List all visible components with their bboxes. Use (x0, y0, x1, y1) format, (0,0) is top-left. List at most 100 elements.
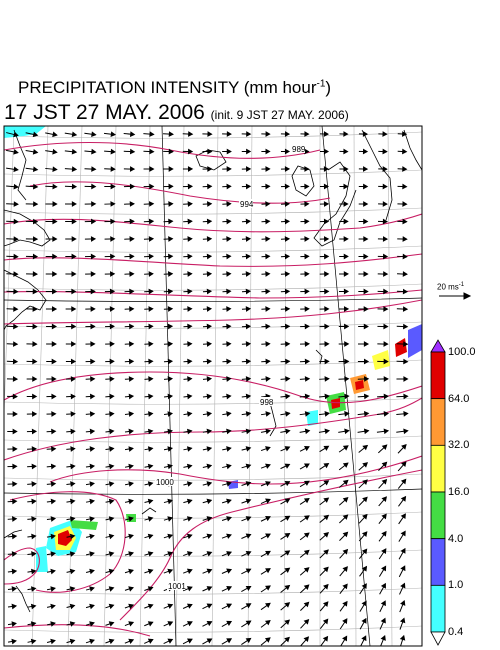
wind-arrow-head (207, 183, 213, 190)
wind-arrow-head (52, 253, 58, 260)
wind-arrow-head (245, 341, 252, 347)
meridian (4, 126, 15, 424)
wind-arrow-head (303, 584, 310, 590)
wind-arrow-head (110, 253, 116, 260)
wind-arrow-head (129, 236, 135, 242)
wind-arrow-head (382, 201, 388, 207)
wind-arrow-head (69, 603, 76, 610)
wind-arrow-head (70, 498, 76, 505)
wind-arrow-head (148, 393, 154, 400)
wind-arrow-head (167, 568, 174, 575)
wind-arrow-head (362, 479, 368, 485)
wind-arrow-head (324, 358, 330, 365)
wind-arrow-head (89, 516, 95, 522)
wind-arrow-head (129, 201, 135, 207)
wind-arrow-head (245, 411, 252, 417)
colorbar-label: 1.0 (448, 579, 464, 591)
wind-arrow-head (303, 567, 310, 573)
wind-arrow-head (89, 621, 95, 627)
wind-arrow-head (108, 551, 115, 557)
isobar-label: 994 (240, 200, 254, 209)
wind-arrow-head (343, 183, 349, 190)
wind-arrow-head (32, 358, 38, 365)
wind-arrow-head (265, 498, 271, 504)
wind-arrow-head (51, 393, 57, 400)
wind-arrow-head (167, 638, 174, 644)
wind-arrow-head (108, 516, 115, 522)
wind-arrow-head (400, 495, 407, 502)
wind-arrow-head (11, 603, 18, 610)
wind-arrow-head (31, 481, 37, 487)
wind-arrow-head (147, 533, 154, 540)
isobar-labels: 989 994 998 1000 1001 (155, 144, 306, 591)
wind-arrow-head (110, 236, 116, 242)
chart-title: PRECIPITATION INTENSITY (mm hour-1) (18, 78, 332, 97)
wind-arrow-head (402, 131, 408, 137)
wind-arrow-head (70, 376, 77, 382)
wind-arrow-head (245, 253, 252, 260)
wind-arrow-head (403, 411, 409, 417)
wind-arrow-head (89, 393, 96, 400)
wind-arrow-head (284, 481, 291, 487)
wind-arrow-head (109, 428, 115, 435)
wind-arrow-head (69, 551, 76, 557)
wind-arrow-head (383, 411, 390, 417)
wind-arrow-head (403, 323, 409, 330)
wind-arrow-head (285, 358, 291, 365)
wind-arrow-head (91, 166, 97, 172)
wind-arrow-head (245, 376, 252, 382)
wind-arrow-head (402, 201, 408, 207)
wind-arrow-head (342, 531, 349, 538)
wind-arrow-head (383, 358, 389, 365)
wind-arrow-head (361, 583, 367, 589)
wind-arrow-head (147, 498, 154, 505)
wind-arrow-head (129, 306, 135, 312)
parallel (4, 359, 422, 367)
wind-arrow-head (245, 166, 252, 172)
wind-arrow-head (324, 288, 330, 295)
wind-arrow-head (361, 617, 367, 624)
wind-arrow-head (363, 306, 369, 312)
wind-arrow-head (52, 288, 58, 295)
wind-arrow-head (284, 306, 291, 312)
wind-arrow-head (32, 253, 39, 260)
wind-arrow-head (343, 166, 349, 172)
wind-arrow-head (265, 463, 271, 469)
wind-arrow-head (382, 148, 388, 155)
wind-arrow-head (108, 481, 115, 487)
wind-arrow-head (324, 393, 330, 400)
wind-arrow-head (31, 516, 37, 522)
wind-arrow-head (128, 393, 135, 400)
wind-arrow-head (50, 603, 56, 610)
wind-arrow-head (32, 236, 39, 242)
isobar-label: 998 (260, 398, 274, 407)
wind-arrow-head (71, 131, 78, 138)
wind-arrow-head (322, 618, 329, 625)
wind-arrow-head (245, 637, 252, 644)
wind-arrow-head (304, 218, 310, 225)
wind-arrow-head (11, 533, 18, 540)
wind-arrow-head (187, 358, 193, 365)
wind-arrow-head (265, 288, 271, 295)
wind-arrow-head (362, 462, 369, 468)
wind-arrow-head (245, 551, 252, 557)
wind-arrow-head (245, 428, 252, 435)
wind-arrow-head (147, 568, 154, 575)
wind-arrow-head (363, 218, 369, 225)
colorbar-label: 32.0 (448, 439, 470, 451)
wind-arrow-head (226, 201, 232, 207)
wind-arrow-head (69, 586, 76, 592)
colorbar-label: 0.4 (448, 626, 464, 638)
wind-arrow-head (12, 428, 18, 435)
parallel (4, 435, 422, 443)
wind-arrow-head (32, 131, 39, 138)
wind-arrow-head (304, 166, 310, 172)
wind-arrow-head (11, 621, 17, 627)
wind-arrow-head (167, 428, 173, 435)
wind-arrow-head (403, 376, 409, 382)
wind-arrow-head (265, 568, 271, 574)
wind-arrow-head (342, 514, 349, 520)
wind-arrow-head (167, 271, 174, 277)
wind-arrow-head (265, 271, 271, 277)
wind-arrow-head (109, 358, 115, 365)
